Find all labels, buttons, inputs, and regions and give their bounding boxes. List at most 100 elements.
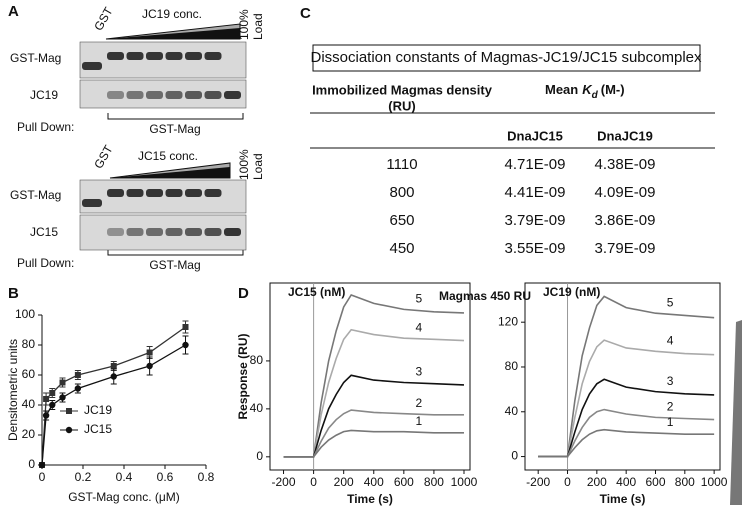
table-title-box bbox=[312, 44, 701, 72]
pull-down-target: GST-Mag bbox=[149, 122, 200, 136]
marker bbox=[74, 385, 82, 392]
gradient-wedge bbox=[106, 28, 240, 39]
gel-band bbox=[224, 91, 241, 99]
series-line bbox=[538, 339, 715, 458]
x-tick-label: 800 bbox=[675, 475, 695, 489]
y-tick-label: 80 bbox=[250, 353, 264, 367]
y-tick-label: 40 bbox=[250, 401, 264, 415]
gel-band bbox=[107, 91, 124, 99]
gel-band bbox=[107, 52, 124, 60]
curve-label: 5 bbox=[667, 295, 674, 309]
sensorgram-title: Magmas 450 RU bbox=[439, 289, 531, 303]
curve-label: 5 bbox=[416, 292, 423, 306]
marker bbox=[74, 372, 81, 378]
marker bbox=[59, 394, 66, 401]
gel-strip bbox=[79, 41, 247, 79]
curve-label: 4 bbox=[416, 320, 423, 334]
gel-band bbox=[107, 189, 124, 197]
x-tick-label: 0 bbox=[564, 475, 571, 489]
marker bbox=[49, 390, 56, 396]
x-tick-label: 1000 bbox=[451, 475, 478, 489]
curve-label: 1 bbox=[416, 414, 423, 428]
marker bbox=[42, 412, 50, 419]
curve-label: 3 bbox=[416, 365, 423, 379]
y-tick-label: 120 bbox=[498, 314, 518, 328]
load-line: Load bbox=[251, 153, 265, 180]
x-tick-label: 200 bbox=[587, 475, 607, 489]
x-tick-label: 1000 bbox=[701, 475, 728, 489]
panel-label: D bbox=[238, 285, 249, 302]
curve-label: 2 bbox=[667, 400, 674, 414]
panel-label: A bbox=[8, 3, 19, 20]
gel-band bbox=[185, 228, 202, 236]
gel-band bbox=[185, 52, 202, 60]
row-label: GST-Mag bbox=[10, 188, 61, 202]
gel-band bbox=[204, 52, 222, 60]
y-tick-label: 60 bbox=[22, 367, 36, 381]
row-label: GST-Mag bbox=[10, 51, 61, 65]
row-label: JC15 bbox=[30, 225, 58, 239]
table-rows: 1110 4.71E-09 4.38E-09 800 4.41E-09 4.09E-09 6… bbox=[386, 156, 655, 257]
table-cell: 4.71E-09 bbox=[505, 156, 566, 173]
gel-band bbox=[126, 91, 144, 99]
table-cell: 4.41E-09 bbox=[505, 184, 566, 201]
x-axis-label: Time (s) bbox=[347, 492, 393, 506]
load-line: 100% bbox=[237, 9, 251, 40]
table-cell: 800 bbox=[389, 184, 414, 201]
table-cell: 3.55E-09 bbox=[505, 240, 566, 257]
series-line bbox=[283, 429, 464, 458]
gel-strip bbox=[79, 179, 247, 214]
marker bbox=[110, 373, 117, 380]
x-tick-label: 0.6 bbox=[157, 470, 174, 484]
gel-band bbox=[126, 228, 144, 236]
y-axis-label: Response (RU) bbox=[236, 333, 250, 419]
gel-band bbox=[185, 189, 202, 197]
gels bbox=[79, 41, 247, 251]
conc-label: JC19 conc. bbox=[142, 7, 202, 21]
subheader: DnaJC19 bbox=[597, 128, 653, 143]
table-cell: 650 bbox=[389, 212, 414, 229]
y-tick-label: 80 bbox=[505, 359, 519, 373]
y-tick-label: 100 bbox=[15, 307, 35, 321]
x-tick-label: 0 bbox=[310, 475, 317, 489]
table-cell: 1110 bbox=[386, 156, 417, 173]
gel-band bbox=[224, 228, 241, 236]
table-cell: 3.86E-09 bbox=[595, 212, 656, 229]
gel-band bbox=[82, 199, 102, 207]
series-line bbox=[538, 295, 715, 458]
series-line bbox=[283, 409, 464, 458]
legend-marker bbox=[65, 426, 73, 434]
x-tick-label: 0.4 bbox=[116, 470, 133, 484]
legend-marker bbox=[66, 408, 72, 414]
x-tick-label: -200 bbox=[526, 475, 550, 489]
panel-label: B bbox=[8, 285, 19, 302]
table-cell: 450 bbox=[389, 240, 414, 257]
marker bbox=[59, 379, 66, 386]
gel-band bbox=[146, 189, 163, 197]
chart: -200 0 200 400 600 800 1000 0 40 80 Time (s) Respon… bbox=[236, 282, 478, 506]
legend-label: JC15 bbox=[84, 422, 112, 436]
table-cell: 4.09E-09 bbox=[595, 184, 656, 201]
legend-label: JC19 bbox=[84, 403, 112, 417]
col-header: Immobilized Magmas density bbox=[312, 82, 493, 97]
series-line bbox=[538, 408, 715, 458]
chart: 0 0.2 0.4 0.6 0.8 0 20 40 60 80 100 GST-Mag conc. (… bbox=[6, 307, 214, 504]
marker bbox=[182, 324, 189, 330]
load-label: 100%Load bbox=[237, 9, 265, 40]
series-line bbox=[283, 328, 465, 458]
x-tick-label: 0.8 bbox=[198, 470, 215, 484]
bracket bbox=[107, 249, 244, 256]
load-line: 100% bbox=[237, 149, 251, 180]
marker bbox=[146, 349, 153, 356]
bracket bbox=[107, 113, 244, 120]
marker bbox=[146, 362, 153, 370]
panel-label: C bbox=[300, 5, 311, 22]
y-tick-label: 0 bbox=[28, 457, 35, 471]
gradient-wedge bbox=[730, 320, 742, 505]
table-cell: 4.38E-09 bbox=[595, 156, 656, 173]
pull-down-label: Pull Down: bbox=[17, 256, 74, 270]
marker bbox=[49, 401, 56, 409]
gel-band bbox=[146, 91, 163, 99]
x-axis-label: GST-Mag conc. (μM) bbox=[68, 490, 180, 504]
